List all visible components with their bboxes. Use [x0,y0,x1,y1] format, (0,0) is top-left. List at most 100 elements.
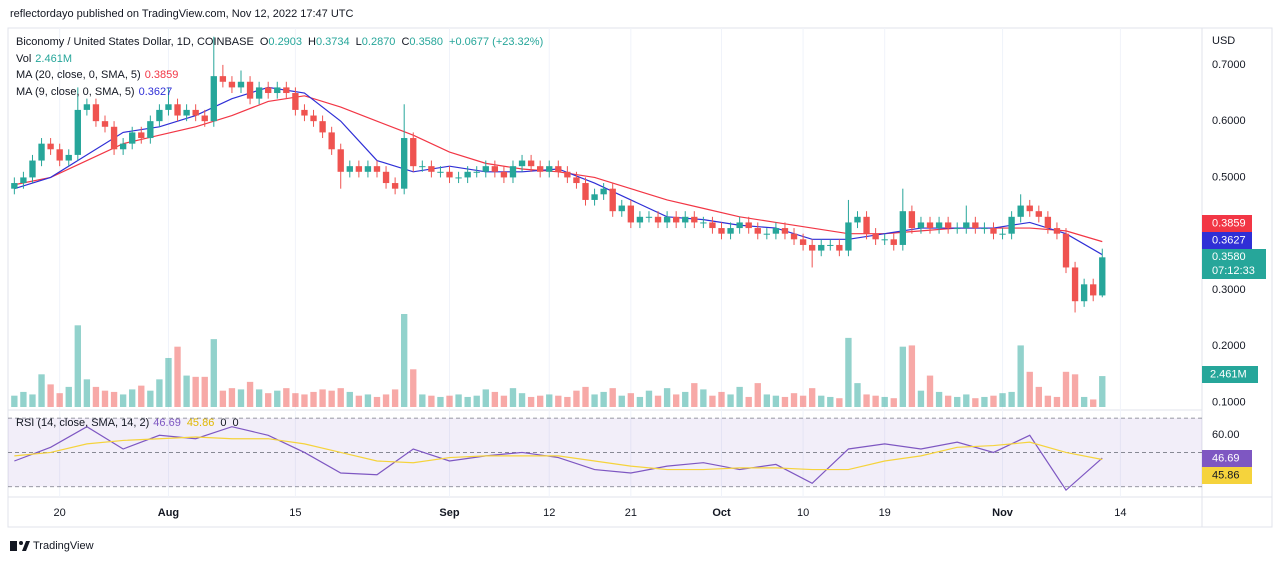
candle-body [618,205,625,212]
volume-bar [74,325,81,407]
candle-body [899,211,906,245]
candle-body [192,109,199,116]
candle-body [736,222,743,229]
chart-frame [7,27,1273,528]
candle-body [609,188,616,212]
candle-body [473,171,480,173]
volume-bar [854,383,861,407]
volume-bar [355,395,363,407]
candle-body [518,160,526,167]
axes: 0.7000 0.6000 0.5000 0.3000 0.2000 0.1000 20 Au… [54,59,1246,519]
grid [59,28,1121,497]
candle-body [863,216,870,234]
x-tick-label: 14 [1114,507,1126,519]
rsi-background [8,417,1202,492]
volume-bar [591,394,598,407]
candle-body [274,87,281,94]
candle-body [382,171,390,184]
candle-body [355,166,363,172]
volume-bar [518,393,526,407]
candle-body [110,126,118,150]
volume-bar [210,339,217,407]
candle-body [537,166,544,172]
candle-body [555,166,562,172]
x-tick-label: Nov [992,507,1014,519]
volume-bar [963,394,970,407]
volume-bar [500,395,508,407]
field-label: H [308,36,316,48]
candle-body [1017,205,1024,217]
field-value: 0.3580 [409,36,443,48]
volume-bar [255,389,263,407]
candle-body [818,244,825,251]
candle-body [101,121,109,127]
candles [11,36,1106,313]
volume-bar [274,390,281,407]
rsi-badge-text: 46.69 [1212,452,1240,464]
candle-body [310,115,317,122]
field-value: 0.2903 [268,36,302,48]
candle-body [700,222,707,224]
ma20-badge [1202,215,1252,232]
volume-bar [1099,376,1106,407]
candle-body [636,216,644,223]
volume-bar [700,389,707,407]
candle-body [754,228,761,234]
volume-bar [491,391,499,407]
candle-body [228,81,236,88]
candle-body [718,228,725,234]
volume-bar [818,395,825,407]
candle-body [1008,216,1015,234]
candle-body [926,222,934,229]
volume-bar [827,396,834,407]
volume-bar [391,389,399,407]
volume-bar [890,398,897,407]
candle-body [573,177,580,184]
candle-body [47,143,54,150]
candle-body [781,228,789,234]
candle-body [446,171,453,178]
symbol: Biconomy / United States Dollar, 1D, COI… [16,36,254,48]
volume-bar [709,395,716,407]
candle-body [83,104,91,110]
candle-body [1090,284,1097,296]
candle-body [772,228,780,234]
candle-body [972,222,979,229]
volume-bar [682,391,689,407]
line [14,436,1103,471]
candle-body [627,205,635,223]
x-tick-label: 10 [797,507,809,519]
candle-body [1062,233,1070,268]
legend-volume: Vol 2.461M [16,53,72,65]
volume-bar [455,394,462,407]
volume-bar [410,369,417,407]
volume-bar [165,357,172,407]
candle-body [74,109,81,155]
volume-bar [872,395,879,407]
x-tick-label: 19 [879,507,891,519]
candle-body [346,166,353,172]
legend-rsi: RSI (14, close, SMA, 14, 2) 46.69 45.86 0 0 [16,417,239,429]
volume-bar [38,374,45,407]
volume-bar [401,314,408,407]
candle-body [745,222,752,229]
volume-bar [754,383,761,407]
candle-body [38,143,45,161]
volume-bar [954,396,961,407]
candle-body [328,132,335,150]
candle-body [935,222,943,229]
candle-body [201,115,208,122]
candle-body [56,149,63,161]
volume-bar [265,393,272,407]
candle-body [165,104,172,110]
candle-body [881,239,888,241]
legend-ma20: MA (20, close, 0, SMA, 5) 0.3859 [16,69,178,81]
value: 45.86 [187,417,215,429]
volume-bar [772,395,780,407]
volume-bar [881,396,888,407]
candle-body [29,160,36,178]
candle-body [11,183,18,189]
volume-bar [836,398,843,407]
candle-body [872,233,879,240]
